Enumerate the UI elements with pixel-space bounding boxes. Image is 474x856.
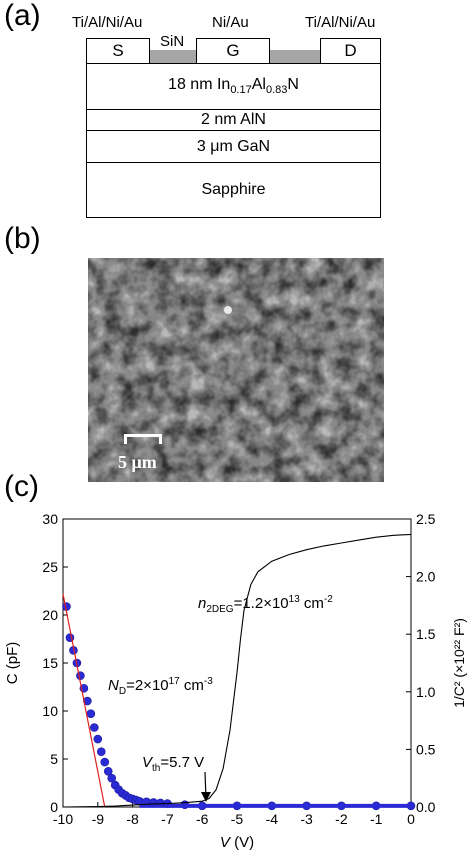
x-tick-label: -9 bbox=[92, 811, 105, 827]
x-tick-label: -6 bbox=[196, 811, 209, 827]
spacer-label: 2 nm AlN bbox=[201, 111, 266, 128]
fit-line bbox=[62, 593, 106, 808]
gate-metal-label: Ni/Au bbox=[212, 14, 249, 31]
panel-c-label: (c) bbox=[4, 470, 39, 503]
x-tick-label: -2 bbox=[335, 811, 348, 827]
drain-contact: D bbox=[320, 38, 381, 64]
afm-image: 5 μm bbox=[88, 258, 384, 482]
y-left-label: C (pF) bbox=[4, 642, 21, 685]
y-left-tick-label: 20 bbox=[42, 607, 58, 623]
inv-c2-point bbox=[65, 633, 75, 642]
x-tick-label: -4 bbox=[266, 811, 279, 827]
plot-frame bbox=[62, 518, 412, 808]
substrate-layer: Sapphire bbox=[86, 162, 381, 218]
x-tick-label: 0 bbox=[407, 811, 415, 827]
y-left-tick-label: 10 bbox=[42, 703, 58, 719]
inv-c2-point bbox=[107, 773, 117, 783]
buffer-label: 3 μm GaN bbox=[196, 137, 271, 155]
n2deg-annotation: n2DEG=1.2×1013 cm-2 bbox=[198, 594, 333, 615]
nd-annotation: ND=2×1017 cm-3 bbox=[108, 676, 213, 697]
scale-bar-label: 5 μm bbox=[118, 452, 157, 472]
y-left-tick-label: 25 bbox=[42, 559, 58, 575]
sin-passivation-left bbox=[150, 50, 196, 64]
substrate-label: Sapphire bbox=[201, 181, 266, 198]
afm-texture bbox=[88, 258, 384, 482]
drain-metal-label: Ti/Al/Ni/Au bbox=[305, 14, 376, 31]
y-right-tick-label: 2.0 bbox=[416, 569, 436, 585]
x-tick-label: -7 bbox=[161, 811, 174, 827]
y-left-tick-label: 15 bbox=[42, 655, 58, 671]
inv-c2-point bbox=[93, 734, 103, 744]
drain-label: D bbox=[344, 41, 357, 60]
y-left-tick-label: 5 bbox=[50, 751, 58, 767]
y-right-tick-label: 0.5 bbox=[416, 741, 436, 757]
gate-label: G bbox=[226, 41, 240, 60]
spacer-layer: 2 nm AlN bbox=[86, 109, 381, 131]
y-left-tick-label: 30 bbox=[42, 511, 58, 527]
gate-contact: G bbox=[196, 38, 270, 64]
inv-c2-point bbox=[100, 757, 110, 767]
buffer-layer: 3 μm GaN bbox=[86, 130, 381, 163]
sin-passivation-right bbox=[270, 50, 320, 64]
x-tick-label: -3 bbox=[300, 811, 313, 827]
x-tick-label: -10 bbox=[53, 811, 73, 827]
x-tick-label: -5 bbox=[231, 811, 244, 827]
scale-bar bbox=[124, 434, 162, 444]
inv-c2-point bbox=[86, 709, 96, 718]
panel-b-label: (b) bbox=[4, 222, 41, 255]
capacitance-curve bbox=[62, 533, 412, 808]
barrier-layer: 18 nm In0.17Al0.83N bbox=[86, 63, 381, 110]
y-left-tick-label: 0 bbox=[50, 799, 58, 815]
inv-c2-point bbox=[90, 723, 99, 732]
panel-a-label: (a) bbox=[4, 0, 41, 32]
source-contact: S bbox=[86, 38, 150, 64]
y-right-tick-label: 1.5 bbox=[416, 626, 436, 642]
y-right-label: 1/C² (×10²² F²) bbox=[451, 618, 467, 708]
source-label: S bbox=[112, 41, 124, 60]
source-metal-label: Ti/Al/Ni/Au bbox=[72, 14, 143, 31]
y-right-tick-label: 2.5 bbox=[416, 511, 436, 527]
inv-c2-point bbox=[83, 696, 92, 706]
sin-label: SiN bbox=[160, 33, 185, 50]
x-label: V (V) bbox=[220, 834, 254, 851]
vth-annotation: Vth=5.7 V bbox=[142, 754, 204, 774]
y-right-tick-label: 0.0 bbox=[416, 799, 436, 815]
inv-c2-point bbox=[103, 766, 113, 776]
vth-arrowhead bbox=[201, 792, 211, 802]
x-tick-label: -8 bbox=[126, 811, 139, 827]
barrier-label: 18 nm In0.17Al0.83N bbox=[168, 76, 299, 97]
y-right-tick-label: 1.0 bbox=[416, 684, 436, 700]
x-tick-label: -1 bbox=[370, 811, 383, 827]
inv-c2-point bbox=[96, 747, 106, 757]
inv-c2-point bbox=[76, 671, 85, 680]
